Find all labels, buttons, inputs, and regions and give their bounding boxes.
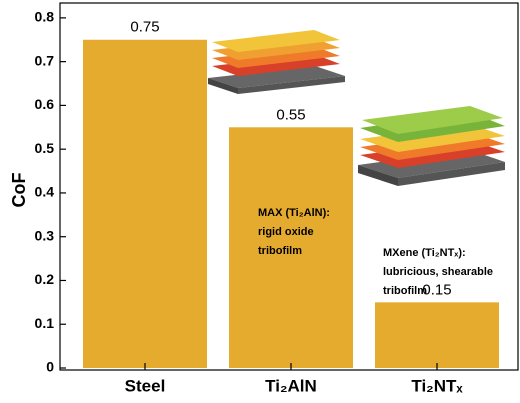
illustration-mxene [358, 106, 505, 186]
y-tick-label: 0.1 [35, 315, 55, 331]
y-tick-label: 0 [46, 359, 54, 375]
value-label: 0.15 [422, 281, 451, 298]
x-tick-label: Ti₂AlN [265, 376, 317, 395]
y-tick-label: 0.3 [35, 227, 55, 243]
x-tick-label: Ti₂NTₓ [411, 376, 463, 395]
value-label: 0.75 [130, 19, 159, 36]
bar [375, 302, 499, 368]
y-tick-label: 0.7 [35, 52, 55, 68]
annotation: tribofilm [383, 285, 427, 297]
annotation: MAX (Ti₂AlN): [258, 207, 330, 219]
plot-frame [59, 2, 519, 371]
y-tick-label: 0.6 [35, 96, 55, 112]
x-tick-label: Steel [125, 376, 166, 395]
illustration-max [208, 30, 345, 94]
annotation: lubricious, shearable [383, 266, 493, 278]
annotation: MXene (Ti₂NTₓ): [383, 247, 466, 259]
y-axis-label: CoF [9, 173, 29, 208]
annotation: rigid oxide [258, 226, 314, 238]
bar [229, 127, 353, 368]
y-tick-label: 0.2 [35, 271, 55, 287]
y-tick-label: 0.4 [35, 184, 55, 200]
annotation: tribofilm [258, 245, 302, 257]
y-tick-label: 0.8 [35, 9, 55, 25]
bar [83, 39, 207, 369]
value-label: 0.55 [276, 106, 305, 123]
y-tick-label: 0.5 [35, 140, 55, 156]
